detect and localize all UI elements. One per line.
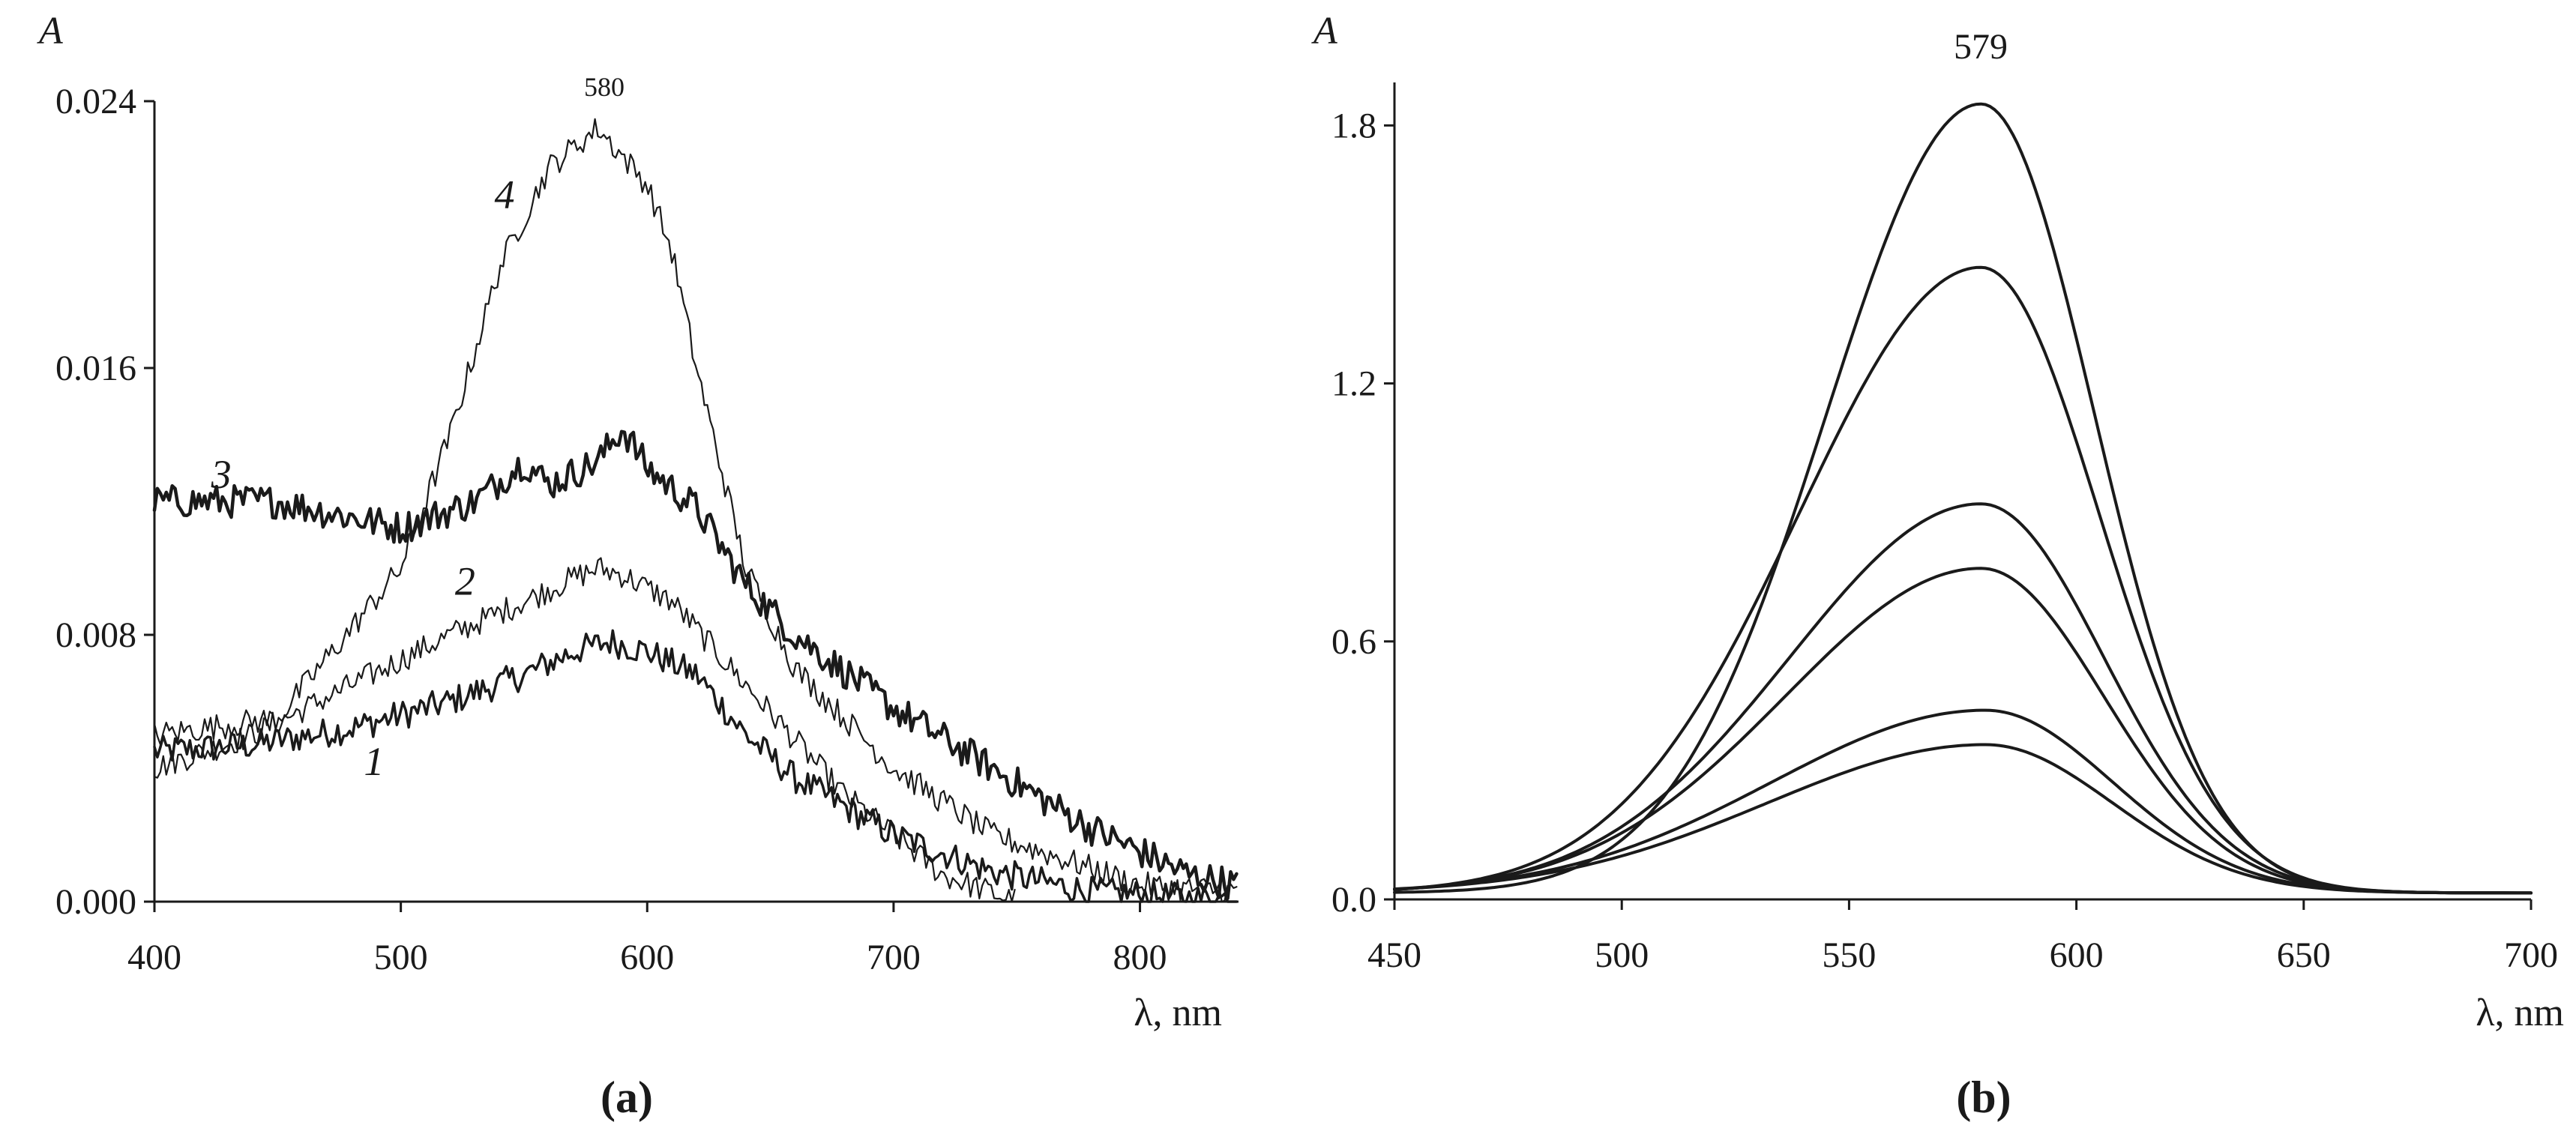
panel-a-x-tick-label: 600	[620, 938, 674, 977]
panel-b-x-tick-label: 700	[2504, 935, 2558, 975]
panel-a: 0.000 0.008 0.016 0.024 400 500 600 700 800 1 2 3…	[37, 10, 1239, 1122]
panel-a-series-1-line	[153, 629, 1239, 903]
panel-b-y-tick-label: 1.8	[1331, 106, 1376, 145]
panel-a-series	[152, 118, 1239, 903]
panel-a-series-label: 3	[211, 452, 232, 497]
panel-b: 0.00.61.21.8 450 500 550 600 650 700 A λ, nm …	[1311, 10, 2564, 1122]
panel-b-x-tick-label: 600	[2050, 935, 2104, 975]
panel-a-y-tick-label: 0.000	[55, 882, 136, 922]
panel-b-x-tick-label: 650	[2277, 935, 2331, 975]
panel-b-series	[1393, 102, 2533, 895]
panel-a-series-3-line	[152, 429, 1239, 900]
panel-a-x-tick-label: 700	[867, 938, 921, 977]
panel-b-x-tick-label: 500	[1595, 935, 1649, 975]
panel-b-peak-label: 579	[1954, 27, 2008, 67]
panel-b-x-axis-label: λ, nm	[2476, 992, 2564, 1034]
panel-a-series-label: 4	[495, 172, 515, 217]
panel-a-y-tick-label: 0.024	[55, 82, 136, 121]
panel-b-y-ticks: 0.0 0.6 1.2 1.8	[1331, 106, 1394, 920]
panel-a-x-tick-label: 800	[1113, 938, 1167, 977]
panel-a-caption: (a)	[601, 1073, 653, 1122]
panel-a-y-axis-label: A	[37, 10, 63, 52]
panel-a-series-label: 1	[364, 739, 384, 784]
panel-a-x-axis-label: λ, nm	[1134, 992, 1222, 1034]
panel-a-y-tick-label: 0.016	[55, 349, 136, 388]
panel-b-series-6-line	[1393, 743, 2533, 895]
panel-b-x-tick-label: 550	[1822, 935, 1876, 975]
panel-a-x-tick-label: 500	[374, 938, 428, 977]
panel-b-y-tick-label: 0.0	[1331, 880, 1376, 920]
panel-b-y-tick-label: 1.2	[1331, 364, 1376, 404]
panel-b-x-tick-label: 450	[1367, 935, 1421, 975]
panel-b-y-axis-label: A	[1311, 10, 1337, 52]
panel-a-series-labels: 1 2 3 4	[211, 172, 515, 784]
panel-a-y-ticks: 0.000 0.008 0.016 0.024	[55, 82, 154, 922]
panel-a-y-tick-label: 0.008	[55, 615, 136, 655]
panel-b-x-ticks: 450 500 550 600 650 700	[1367, 899, 2558, 975]
panel-a-peak-label: 580	[584, 72, 625, 102]
panel-a-series-4-line	[153, 118, 1238, 903]
panel-a-x-tick-label: 400	[127, 938, 181, 977]
panel-a-series-label: 2	[455, 559, 475, 604]
panel-a-series-2-line	[153, 557, 1016, 903]
panel-b-caption: (b)	[1956, 1073, 2011, 1122]
panel-a-x-ticks: 400 500 600 700 800	[127, 902, 1167, 977]
panel-b-y-tick-label: 0.6	[1331, 622, 1376, 662]
